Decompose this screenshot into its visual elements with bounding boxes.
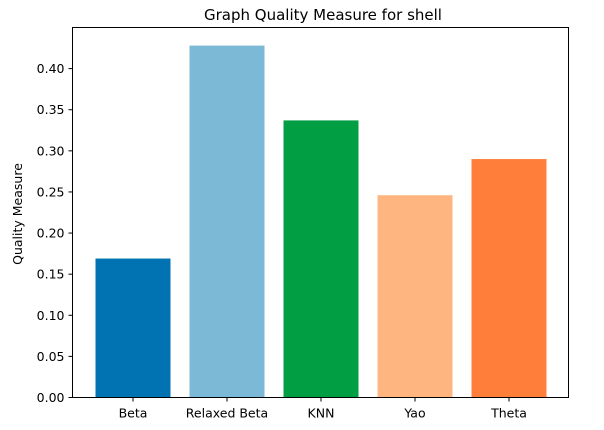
- y-tick-label: 0.15: [37, 267, 65, 282]
- y-tick-label: 0.10: [37, 308, 65, 323]
- bar-beta: [95, 258, 171, 398]
- x-axis-ticks: Beta Relaxed Beta KNN Yao Theta: [119, 397, 527, 421]
- y-tick-label: 0.30: [37, 143, 65, 158]
- y-tick-label: 0.00: [37, 390, 65, 405]
- y-tick-label: 0.20: [37, 226, 65, 241]
- chart-title: Graph Quality Measure for shell: [204, 6, 442, 24]
- plot-frame: [72, 27, 569, 398]
- bars-group: [95, 45, 547, 398]
- bar-knn: [283, 120, 359, 398]
- bar-relaxed-beta: [189, 45, 265, 398]
- bar-yao: [377, 195, 453, 398]
- x-tick-label: Theta: [490, 406, 527, 421]
- x-tick-label: KNN: [308, 406, 335, 421]
- y-axis-ticks: 0.00 0.05 0.10 0.15 0.20 0.25 0.30 0.35 0.40: [37, 61, 73, 405]
- bar-theta: [471, 159, 547, 398]
- y-tick-label: 0.40: [37, 61, 65, 76]
- y-tick-label: 0.35: [37, 102, 65, 117]
- x-tick-label: Relaxed Beta: [186, 406, 268, 421]
- x-tick-label: Yao: [403, 406, 425, 421]
- y-axis-label: Quality Measure: [10, 163, 25, 265]
- y-tick-label: 0.25: [37, 184, 65, 199]
- x-tick-label: Beta: [119, 406, 148, 421]
- y-tick-label: 0.05: [37, 349, 65, 364]
